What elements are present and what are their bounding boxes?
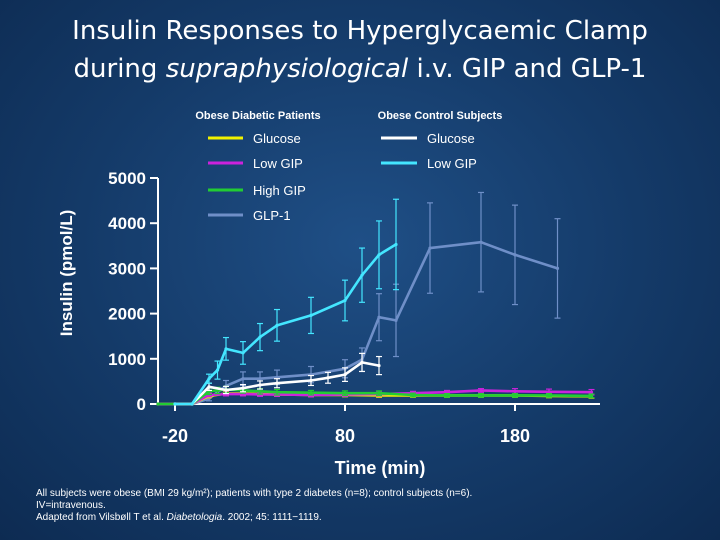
series-line [175, 243, 397, 406]
y-tick-label: 0 [137, 395, 146, 414]
data-point [258, 389, 262, 393]
legend-label-glucose-diabetic: Glucose [253, 131, 301, 146]
legend-group1-title: Obese Diabetic Patients [195, 110, 320, 122]
title-line-1: Insulin Responses to Hyperglycaemic Clam… [72, 16, 648, 46]
footnote-citation-post: . 2002; 45: 1111−1119. [222, 512, 322, 523]
footnote-line-2: IV=intravenous. [36, 500, 106, 511]
y-tick-label: 5000 [108, 169, 146, 188]
data-point [241, 386, 245, 390]
data-point [547, 393, 551, 398]
data-point [224, 388, 228, 392]
data-point [513, 389, 517, 393]
insulin-line-chart: Obese Diabetic Patients Obese Control Su… [57, 110, 595, 478]
data-point [207, 377, 211, 381]
data-point [547, 390, 551, 394]
y-axis-label: Insulin (pmol/L) [57, 210, 76, 337]
data-point [224, 347, 228, 351]
data-point [215, 368, 220, 372]
data-point [173, 402, 177, 406]
y-tick-label: 1000 [108, 350, 146, 369]
footnote: All subjects were obese (BMI 29 kg/m²); … [36, 488, 696, 524]
data-point [411, 393, 415, 397]
y-tick-label: 4000 [108, 214, 146, 233]
data-point [394, 318, 398, 322]
data-point [513, 253, 517, 257]
data-point [479, 240, 483, 244]
data-point [258, 383, 262, 387]
x-tick-label: 180 [500, 426, 530, 446]
slide-title: Insulin Responses to Hyperglycaemic Clam… [0, 12, 720, 88]
legend-label-low-gip-control: Low GIP [427, 156, 477, 171]
data-point [156, 402, 160, 406]
footnote-journal: Diabetologia [166, 512, 223, 523]
data-point [275, 390, 279, 394]
title-line-2-post: i.v. GIP and GLP-1 [408, 54, 647, 84]
data-point [343, 391, 347, 395]
data-point [258, 377, 262, 381]
legend-label-low-gip-diabetic: Low GIP [253, 156, 303, 171]
legend-label-glp-1-diabetic: GLP-1 [253, 208, 291, 223]
x-axis-label: Time (min) [335, 458, 426, 478]
data-point [479, 393, 483, 398]
legend-label-glucose-control: Glucose [427, 131, 475, 146]
data-point [394, 242, 398, 247]
data-point [360, 360, 364, 365]
y-tick-label: 2000 [108, 305, 146, 324]
data-point [258, 335, 262, 339]
footnote-line-1: All subjects were obese (BMI 29 kg/m²); … [36, 488, 473, 499]
legend-group2-title: Obese Control Subjects [378, 110, 503, 122]
data-point [377, 363, 381, 368]
x-tick-label: 80 [335, 426, 355, 446]
footnote-line-3: Adapted from Vilsbøll T et al. Diabetolo… [36, 512, 696, 524]
legend: Obese Diabetic Patients Obese Control Su… [195, 110, 502, 223]
data-point [275, 323, 279, 327]
data-point [377, 253, 381, 257]
x-tick-label: -20 [162, 426, 188, 446]
data-point [343, 298, 347, 303]
data-point [360, 273, 364, 277]
footnote-citation-pre: Adapted from Vilsbøll T et al. [36, 512, 167, 523]
data-point [309, 378, 313, 383]
data-point [326, 376, 330, 380]
data-point [445, 393, 449, 398]
data-point [589, 394, 594, 398]
y-tick-label: 3000 [108, 259, 146, 278]
data-point [513, 393, 517, 398]
data-point [555, 266, 560, 270]
series-low-gip-control [173, 198, 399, 406]
data-point [275, 381, 279, 385]
data-point [190, 402, 194, 406]
legend-label-high-gip-diabetic: High GIP [253, 183, 306, 198]
data-point [377, 391, 381, 395]
data-point [309, 391, 313, 395]
data-point [479, 388, 483, 393]
data-point [589, 390, 594, 394]
data-point [309, 313, 313, 318]
series-line [158, 388, 592, 406]
data-point [428, 246, 432, 250]
title-line-2-pre: during [73, 54, 166, 84]
title-line-2: during supraphysiological i.v. GIP and G… [0, 50, 720, 88]
data-point [343, 373, 347, 377]
data-point [241, 377, 245, 381]
title-line-2-emphasis: supraphysiological [165, 54, 409, 84]
data-point [377, 315, 381, 319]
series-line [175, 361, 380, 406]
data-point [241, 351, 245, 355]
data-point [207, 385, 211, 389]
